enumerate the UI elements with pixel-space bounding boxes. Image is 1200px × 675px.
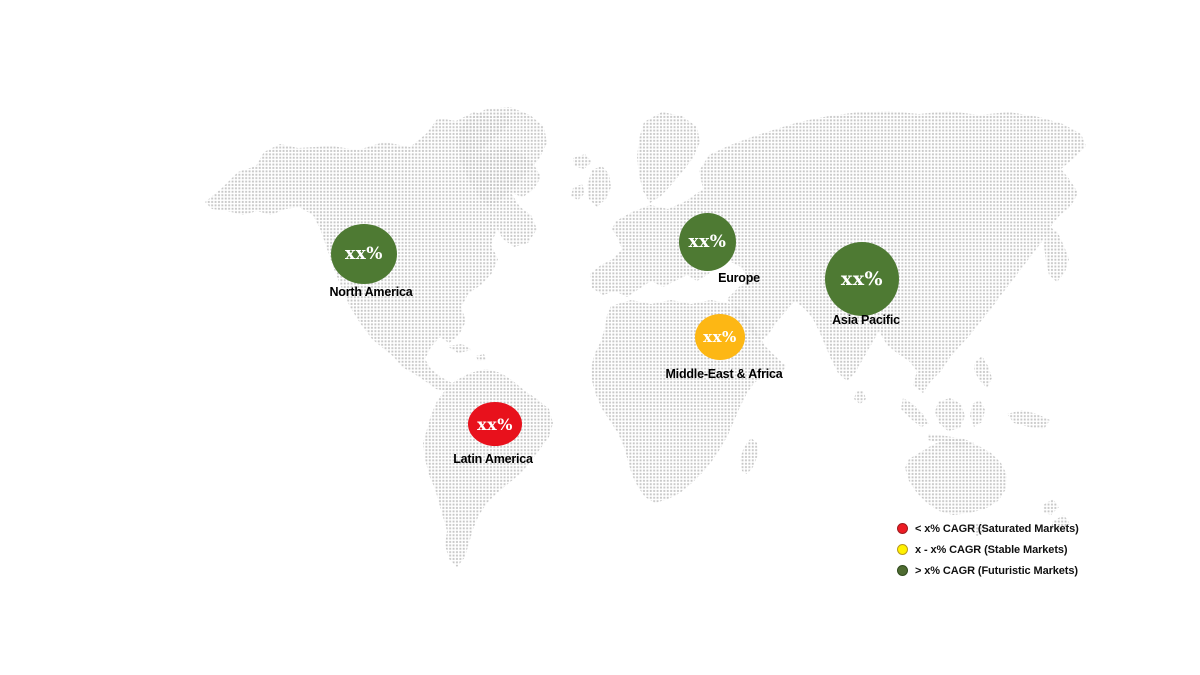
- bubble-asia-pacific: xx%: [825, 242, 899, 316]
- label-europe: Europe: [718, 271, 760, 285]
- island-iceland: [573, 154, 592, 169]
- island-new-zealand-north: [1043, 499, 1059, 515]
- island-greenland: [457, 107, 547, 207]
- bubble-north-america: xx%: [331, 224, 397, 284]
- island-sri-lanka: [854, 390, 866, 404]
- bubble-asia-pacific-value: xx%: [840, 268, 884, 290]
- label-asia-pacific: Asia Pacific: [832, 313, 900, 327]
- legend-dot-futuristic-green: [897, 565, 908, 576]
- legend-label-futuristic: > x% CAGR (Futuristic Markets): [915, 564, 1078, 577]
- island-sulawesi: [970, 400, 985, 427]
- island-ireland: [571, 184, 585, 200]
- island-great-britain: [587, 166, 611, 207]
- label-north-america: North America: [329, 285, 413, 299]
- legend: < x% CAGR (Saturated Markets) x - x% CAG…: [897, 522, 1079, 577]
- legend-label-saturated: < x% CAGR (Saturated Markets): [915, 522, 1079, 535]
- island-hispaniola: [476, 354, 486, 361]
- legend-item-futuristic: > x% CAGR (Futuristic Markets): [897, 564, 1079, 577]
- legend-item-stable: x - x% CAGR (Stable Markets): [897, 543, 1079, 556]
- bubble-europe: xx%: [679, 213, 736, 271]
- legend-label-stable: x - x% CAGR (Stable Markets): [915, 543, 1068, 556]
- continent-south-america: [423, 369, 553, 567]
- legend-dot-saturated-red: [897, 523, 908, 534]
- label-latin-america: Latin America: [453, 452, 533, 466]
- island-cuba: [447, 344, 472, 353]
- legend-item-saturated: < x% CAGR (Saturated Markets): [897, 522, 1079, 535]
- island-japan: [1044, 226, 1069, 282]
- island-sumatra: [901, 398, 929, 427]
- legend-dot-stable-yellow: [897, 544, 908, 555]
- island-borneo: [935, 398, 965, 431]
- bubble-europe-value: xx%: [688, 232, 727, 252]
- label-middle-east-africa: Middle-East & Africa: [665, 367, 783, 381]
- island-madagascar: [740, 438, 758, 474]
- bubble-north-america-value: xx%: [345, 244, 383, 264]
- island-new-guinea: [1007, 410, 1050, 429]
- region-scandinavia: [637, 112, 700, 203]
- bubble-middle-east-africa-value: xx%: [703, 328, 737, 346]
- island-tasmania: [970, 522, 986, 536]
- bubble-middle-east-africa: xx%: [695, 314, 745, 360]
- island-new-zealand-south: [1051, 515, 1070, 532]
- bubble-latin-america-value: xx%: [477, 414, 513, 434]
- bubble-latin-america: xx%: [468, 402, 522, 446]
- continents: [205, 107, 1086, 567]
- island-philippines: [974, 356, 992, 388]
- continent-australia: [905, 439, 1007, 515]
